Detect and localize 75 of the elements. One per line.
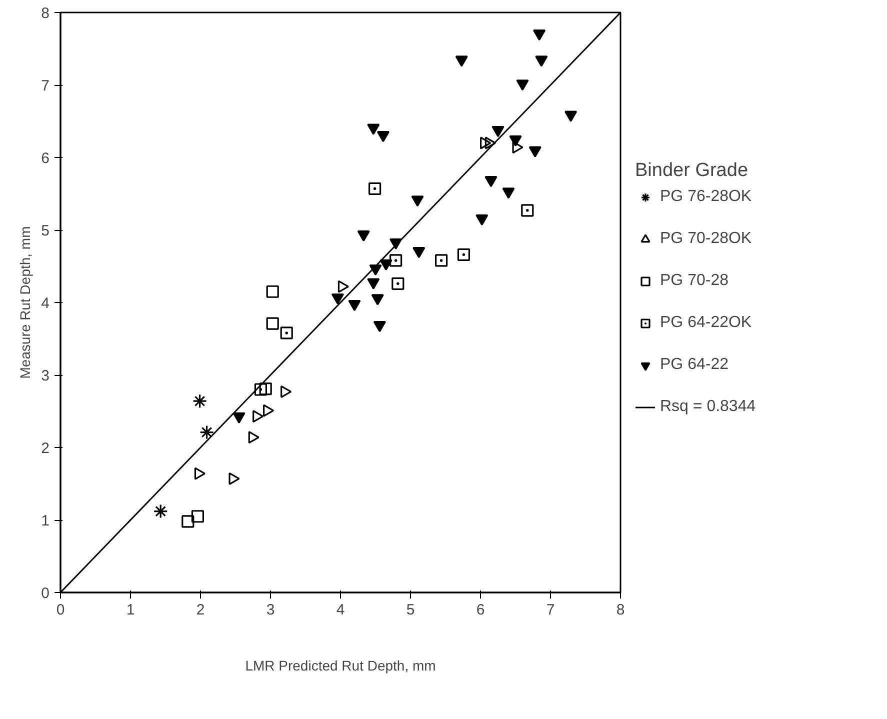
legend-title: Binder Grade bbox=[635, 160, 750, 182]
legend-label: PG 70-28OK bbox=[660, 229, 752, 249]
x-tick-label: 0 bbox=[56, 602, 65, 618]
point bbox=[248, 431, 260, 444]
point bbox=[390, 254, 402, 267]
point bbox=[392, 277, 404, 290]
x-tick-label: 8 bbox=[616, 602, 625, 618]
point bbox=[254, 383, 267, 396]
point bbox=[259, 382, 272, 396]
point bbox=[455, 56, 468, 67]
point bbox=[368, 182, 382, 195]
legend-label: PG 64-22 bbox=[660, 355, 728, 375]
point bbox=[182, 515, 194, 528]
x-tick-label: 1 bbox=[126, 602, 135, 618]
point bbox=[228, 472, 240, 485]
x-tick-label: 3 bbox=[266, 602, 275, 618]
point bbox=[435, 254, 448, 267]
x-tick-label: 6 bbox=[476, 602, 485, 618]
point bbox=[263, 404, 274, 417]
x-tick-label: 5 bbox=[406, 602, 415, 618]
y-tick-label: 5 bbox=[41, 222, 50, 240]
point bbox=[232, 412, 246, 424]
y-tick-label: 2 bbox=[41, 440, 50, 457]
point bbox=[376, 131, 390, 142]
point bbox=[484, 176, 498, 188]
x-tick-label: 4 bbox=[336, 602, 345, 618]
y-tick-label: 3 bbox=[41, 368, 50, 384]
legend-label: PG 76-28OK bbox=[660, 187, 752, 207]
point bbox=[380, 259, 392, 270]
point bbox=[521, 204, 534, 217]
point bbox=[412, 247, 426, 258]
point bbox=[200, 424, 214, 440]
point bbox=[484, 136, 496, 150]
point bbox=[509, 135, 522, 147]
point bbox=[191, 510, 204, 523]
point bbox=[280, 385, 292, 398]
point bbox=[528, 146, 542, 158]
y-tick-label: 7 bbox=[41, 78, 50, 94]
y-tick-label: 4 bbox=[41, 295, 50, 312]
point bbox=[348, 300, 361, 312]
point bbox=[280, 326, 293, 340]
x-tick-label: 7 bbox=[546, 602, 555, 618]
point bbox=[476, 214, 488, 226]
point bbox=[492, 126, 504, 138]
x-tick-label: 2 bbox=[196, 602, 205, 618]
point bbox=[192, 394, 208, 408]
y-tick-label: 8 bbox=[41, 5, 50, 22]
point bbox=[367, 124, 380, 135]
point bbox=[373, 321, 386, 332]
point bbox=[502, 188, 515, 199]
point bbox=[266, 285, 279, 298]
point bbox=[367, 278, 380, 290]
point bbox=[153, 504, 168, 519]
point bbox=[266, 317, 279, 330]
y-tick-label: 0 bbox=[41, 585, 50, 602]
point bbox=[331, 293, 344, 305]
point bbox=[411, 196, 424, 207]
text: Rsq = 0.8344 bbox=[660, 397, 756, 417]
point bbox=[533, 30, 546, 41]
point bbox=[194, 467, 206, 480]
point bbox=[535, 56, 548, 67]
y-axis-title: Measure Rut Depth, mm bbox=[17, 226, 34, 379]
legend-label: PG 64-22OK bbox=[660, 313, 752, 333]
y-tick-label: 1 bbox=[41, 512, 50, 530]
point bbox=[516, 80, 529, 91]
y-tick-label: 6 bbox=[41, 150, 50, 167]
point bbox=[371, 294, 384, 306]
point bbox=[252, 410, 264, 423]
x-axis-title: LMR Predicted Rut Depth, mm bbox=[245, 658, 436, 674]
point bbox=[512, 141, 524, 154]
point bbox=[357, 230, 370, 242]
legend-label: PG 70-28 bbox=[660, 271, 728, 291]
point bbox=[457, 248, 470, 261]
point bbox=[338, 280, 350, 293]
point bbox=[564, 110, 578, 122]
